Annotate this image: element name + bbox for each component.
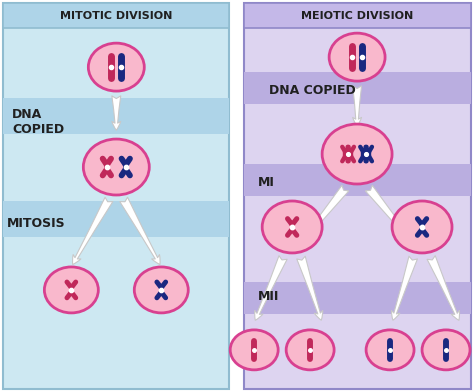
Ellipse shape <box>392 201 452 253</box>
Ellipse shape <box>286 330 334 370</box>
Text: MITOSIS: MITOSIS <box>7 218 66 230</box>
FancyBboxPatch shape <box>3 98 229 134</box>
Ellipse shape <box>262 201 322 253</box>
Text: MI: MI <box>258 176 275 189</box>
Text: DNA COPIED: DNA COPIED <box>269 83 356 96</box>
Text: MEIOTIC DIVISION: MEIOTIC DIVISION <box>301 11 413 21</box>
Ellipse shape <box>366 330 414 370</box>
Ellipse shape <box>322 124 392 184</box>
Text: DNA
COPIED: DNA COPIED <box>12 108 64 136</box>
Ellipse shape <box>134 267 188 313</box>
FancyBboxPatch shape <box>244 3 471 389</box>
FancyBboxPatch shape <box>244 3 471 28</box>
Text: MII: MII <box>258 290 280 303</box>
Ellipse shape <box>83 139 149 195</box>
FancyBboxPatch shape <box>244 164 471 196</box>
Ellipse shape <box>88 43 144 91</box>
FancyBboxPatch shape <box>3 3 229 28</box>
Ellipse shape <box>230 330 278 370</box>
Ellipse shape <box>45 267 98 313</box>
Ellipse shape <box>422 330 470 370</box>
FancyBboxPatch shape <box>3 3 229 389</box>
Ellipse shape <box>329 33 385 81</box>
Text: MITOTIC DIVISION: MITOTIC DIVISION <box>60 11 173 21</box>
FancyBboxPatch shape <box>3 201 229 237</box>
FancyBboxPatch shape <box>244 282 471 314</box>
FancyBboxPatch shape <box>244 72 471 104</box>
